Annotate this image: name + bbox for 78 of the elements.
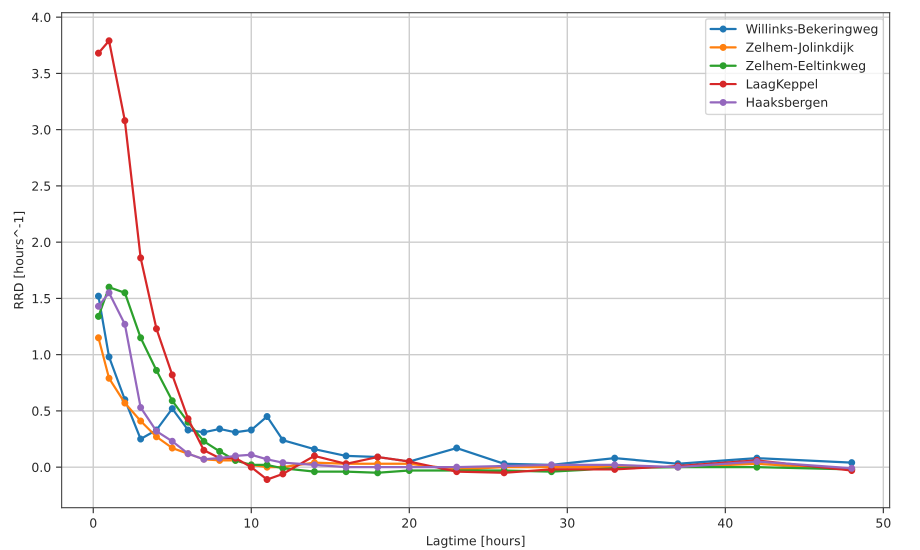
point	[264, 476, 271, 483]
point	[279, 470, 286, 478]
point	[121, 117, 128, 124]
point	[168, 444, 176, 452]
point	[611, 461, 618, 468]
legend-label: Zelhem-Jolinkdijk	[746, 42, 854, 54]
point	[232, 452, 239, 460]
legend-label: Willinks-Bekeringweg	[746, 24, 878, 36]
point	[310, 446, 318, 453]
y-tick-label: 2.0	[32, 238, 50, 248]
point	[168, 397, 176, 404]
x-tick-label: 40	[718, 518, 732, 528]
legend-label: Zelhem-Eeltinkweg	[746, 60, 865, 73]
point	[611, 454, 618, 462]
point	[137, 334, 144, 342]
y-tick-label: 2.5	[32, 181, 50, 191]
point	[216, 448, 224, 455]
point	[453, 444, 460, 452]
point	[342, 464, 350, 471]
x-tick-label: 10	[244, 518, 258, 528]
x-axis-title: Lagtime [hours]	[427, 536, 524, 548]
point	[200, 446, 208, 454]
legend-label: LaagKeppel	[746, 78, 817, 92]
point	[264, 413, 271, 420]
point	[94, 292, 102, 300]
point	[310, 468, 318, 476]
point	[106, 374, 113, 382]
point	[168, 405, 176, 412]
x-tick-label: 50	[876, 518, 890, 528]
x-tick-label: 0	[90, 518, 96, 528]
point	[248, 464, 255, 471]
y-tick-label: 0.0	[32, 462, 50, 472]
point	[94, 334, 102, 342]
point	[168, 371, 176, 378]
point	[500, 469, 508, 476]
point	[152, 366, 160, 374]
y-tick-label: 4.0	[32, 12, 50, 22]
legend-label: Haaksbergen	[746, 97, 828, 110]
y-tick-label: 0.5	[32, 406, 50, 416]
point	[137, 254, 144, 262]
point	[406, 464, 413, 471]
point	[184, 415, 192, 422]
point	[94, 50, 102, 57]
point	[184, 426, 192, 434]
point	[121, 400, 128, 406]
point	[94, 302, 102, 310]
y-tick-label: 3.5	[32, 68, 50, 78]
y-tick-label: 3.0	[32, 125, 50, 135]
point	[216, 425, 224, 432]
point	[248, 426, 255, 434]
point	[310, 452, 318, 460]
point	[106, 284, 113, 291]
point	[152, 325, 160, 332]
point	[106, 289, 113, 296]
point	[94, 312, 102, 320]
y-tick-label: 1.5	[32, 294, 50, 304]
x-tick-label: 30	[560, 518, 574, 528]
point	[279, 459, 286, 466]
y-tick-label: 1.0	[32, 350, 50, 360]
point	[106, 37, 113, 44]
y-axis-title: RRD [hours^-1]	[14, 212, 25, 308]
point	[106, 353, 113, 360]
point	[200, 438, 208, 445]
point	[264, 456, 271, 463]
point	[342, 452, 350, 460]
point	[137, 418, 144, 424]
point	[232, 428, 239, 436]
point	[248, 451, 255, 458]
point	[121, 320, 128, 328]
point	[168, 438, 176, 445]
point	[279, 436, 286, 444]
point	[200, 428, 208, 436]
point	[137, 404, 144, 411]
point	[137, 436, 144, 442]
x-tick-label: 20	[402, 518, 416, 528]
point	[121, 289, 128, 296]
point	[374, 464, 382, 471]
point	[264, 461, 271, 468]
